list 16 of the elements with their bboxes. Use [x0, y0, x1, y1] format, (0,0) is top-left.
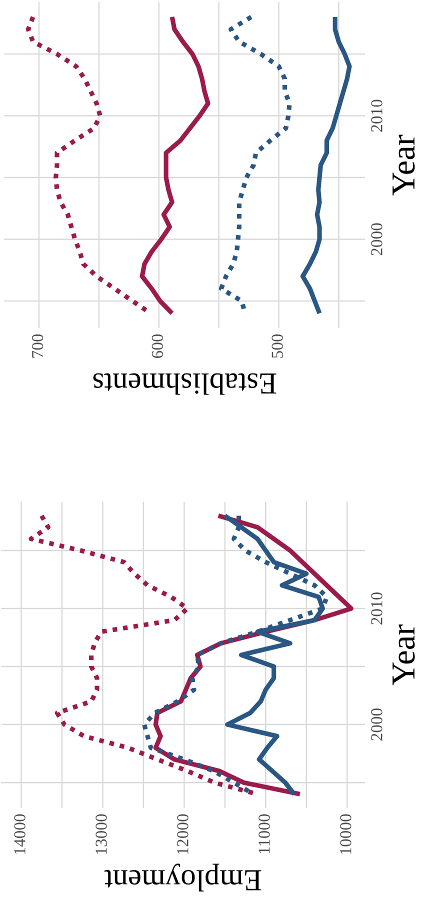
x-tick-label: 700	[32, 334, 44, 358]
x-tick-label: 12000	[177, 814, 188, 854]
x-tick-label: 11000	[258, 814, 270, 854]
x-axis-title: Employment	[104, 864, 262, 892]
y-tick-label: 2010	[371, 100, 382, 132]
y-axis-title: Year	[392, 134, 415, 196]
x-tick-label: 600	[152, 334, 164, 358]
y-tick-label: 2000	[371, 223, 382, 256]
x-tick-label: 500	[272, 334, 283, 358]
y-tick-label: 2000	[371, 708, 382, 740]
x-tick-label: 10000	[340, 814, 352, 854]
x-axis-title: Establishments	[93, 373, 276, 395]
y-axis-title: Year	[392, 624, 415, 686]
x-tick-label: 13000	[96, 814, 107, 854]
y-tick-label: 2010	[371, 592, 382, 624]
x-tick-label: 14000	[14, 814, 26, 854]
